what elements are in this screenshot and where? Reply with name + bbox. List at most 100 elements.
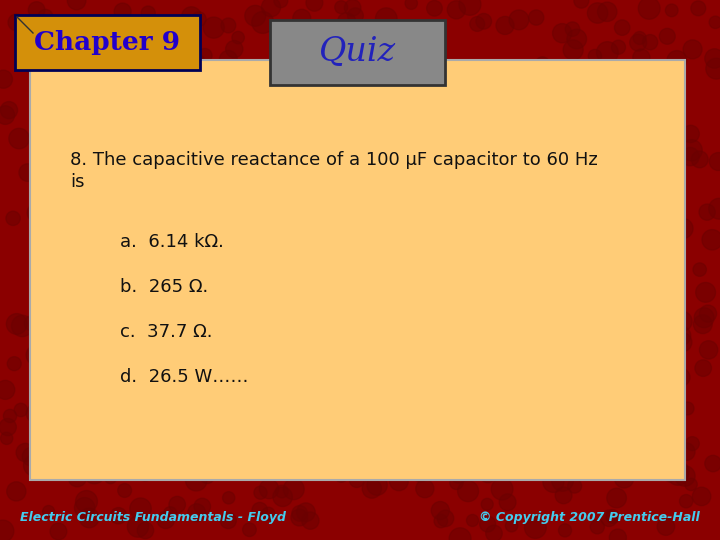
Circle shape: [606, 75, 620, 89]
Circle shape: [608, 407, 621, 420]
Circle shape: [145, 33, 161, 49]
Circle shape: [673, 219, 693, 239]
Circle shape: [568, 110, 587, 129]
Circle shape: [199, 232, 217, 250]
Circle shape: [400, 318, 417, 334]
Circle shape: [631, 124, 654, 146]
Circle shape: [552, 427, 569, 443]
Circle shape: [118, 483, 132, 497]
Circle shape: [273, 400, 292, 420]
Circle shape: [693, 315, 712, 334]
Circle shape: [61, 44, 78, 61]
Circle shape: [124, 44, 137, 56]
Circle shape: [0, 520, 14, 540]
Circle shape: [219, 316, 234, 330]
Circle shape: [526, 87, 546, 107]
Circle shape: [462, 168, 479, 185]
Circle shape: [231, 455, 244, 469]
Circle shape: [165, 37, 186, 58]
Circle shape: [367, 100, 382, 116]
Circle shape: [467, 515, 479, 526]
Circle shape: [509, 290, 523, 305]
Circle shape: [623, 376, 643, 397]
Circle shape: [292, 120, 312, 141]
Circle shape: [193, 174, 212, 193]
Circle shape: [181, 450, 195, 464]
Circle shape: [547, 293, 567, 313]
Text: b.  265 Ω.: b. 265 Ω.: [120, 278, 208, 296]
Circle shape: [228, 288, 246, 305]
Circle shape: [348, 8, 364, 24]
Circle shape: [595, 419, 607, 431]
Circle shape: [520, 421, 539, 440]
Circle shape: [445, 343, 464, 362]
Circle shape: [102, 302, 120, 321]
Circle shape: [184, 40, 197, 53]
Circle shape: [656, 443, 670, 458]
Circle shape: [31, 34, 44, 47]
Circle shape: [45, 79, 58, 92]
Circle shape: [409, 310, 428, 328]
Circle shape: [188, 504, 206, 522]
Circle shape: [307, 416, 323, 432]
Circle shape: [337, 453, 352, 468]
Circle shape: [447, 1, 465, 19]
Circle shape: [534, 391, 554, 411]
Circle shape: [505, 519, 518, 532]
Circle shape: [476, 14, 492, 29]
Circle shape: [276, 134, 292, 149]
Circle shape: [34, 440, 46, 452]
Circle shape: [104, 426, 119, 441]
Circle shape: [350, 251, 367, 268]
Circle shape: [335, 1, 348, 14]
Circle shape: [261, 141, 282, 162]
Text: © Copyright 2007 Prentice-Hall: © Copyright 2007 Prentice-Hall: [480, 511, 700, 524]
Circle shape: [297, 503, 315, 522]
Circle shape: [552, 469, 574, 491]
Circle shape: [639, 277, 652, 289]
Circle shape: [611, 40, 626, 54]
Circle shape: [398, 152, 417, 170]
Circle shape: [429, 25, 444, 40]
Circle shape: [143, 48, 162, 66]
Circle shape: [372, 428, 394, 450]
Circle shape: [30, 22, 46, 37]
Circle shape: [437, 510, 454, 526]
Circle shape: [314, 329, 335, 350]
Circle shape: [699, 341, 718, 359]
Circle shape: [463, 374, 482, 394]
Circle shape: [220, 512, 236, 529]
Circle shape: [89, 68, 104, 83]
Circle shape: [553, 126, 573, 146]
Circle shape: [477, 145, 496, 165]
Circle shape: [104, 209, 117, 222]
Circle shape: [143, 127, 157, 141]
Circle shape: [74, 326, 86, 339]
Circle shape: [265, 368, 284, 386]
Circle shape: [620, 394, 638, 412]
Circle shape: [200, 469, 215, 483]
Circle shape: [394, 373, 408, 387]
Circle shape: [128, 435, 148, 455]
Circle shape: [62, 141, 75, 154]
Circle shape: [110, 508, 127, 524]
Circle shape: [604, 342, 624, 362]
Circle shape: [667, 51, 687, 70]
Circle shape: [207, 213, 223, 229]
Circle shape: [223, 346, 239, 361]
Circle shape: [472, 177, 490, 195]
Circle shape: [705, 455, 720, 472]
Circle shape: [613, 131, 633, 151]
Circle shape: [459, 0, 481, 15]
Circle shape: [219, 257, 239, 278]
Circle shape: [194, 498, 210, 515]
Circle shape: [675, 466, 695, 487]
Circle shape: [596, 42, 618, 64]
Circle shape: [281, 227, 300, 246]
Circle shape: [626, 367, 646, 387]
Circle shape: [4, 409, 17, 423]
Circle shape: [606, 510, 620, 523]
Circle shape: [450, 465, 467, 483]
Circle shape: [307, 232, 326, 251]
Circle shape: [672, 311, 692, 332]
